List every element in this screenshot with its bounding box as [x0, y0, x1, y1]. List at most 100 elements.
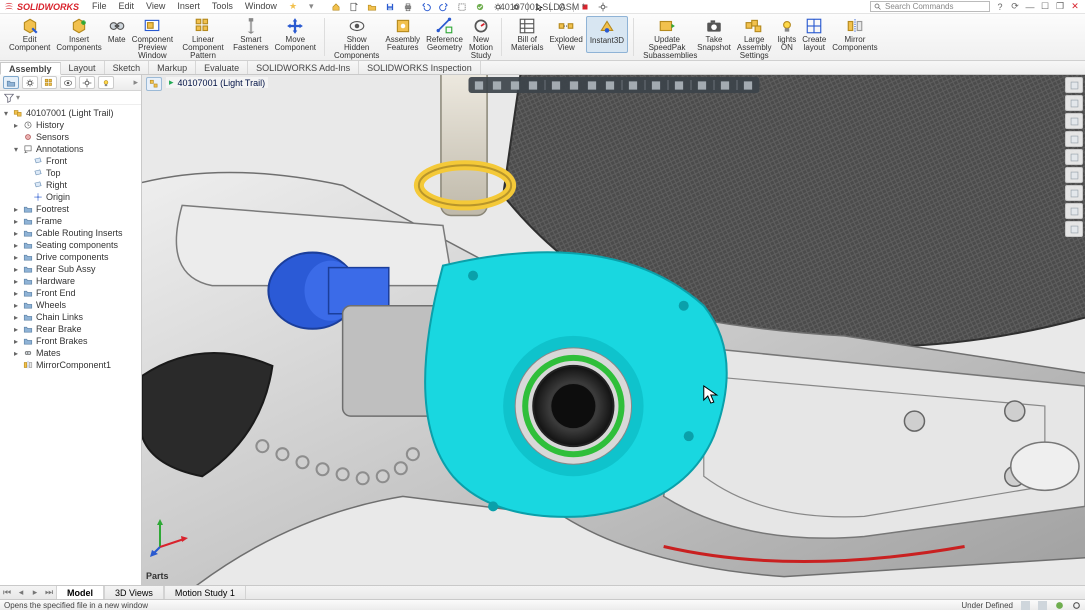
cmdtab-sketch[interactable]: Sketch: [105, 61, 150, 74]
taskpane-scene[interactable]: [1065, 149, 1083, 165]
twisty-icon[interactable]: [22, 169, 30, 178]
take-snapshot[interactable]: TakeSnapshot: [694, 16, 734, 61]
twisty-icon[interactable]: [22, 181, 30, 190]
window-max[interactable]: ☐: [1039, 2, 1051, 12]
tree-node[interactable]: ▸Mates: [2, 347, 141, 359]
lights-on[interactable]: lightsON: [775, 16, 800, 61]
hud-prev[interactable]: [508, 79, 522, 91]
hud-shadeedge[interactable]: [603, 79, 617, 91]
status-unit-icon[interactable]: [1038, 601, 1047, 610]
viewtab-3d-views[interactable]: 3D Views: [104, 586, 164, 599]
update-speedpak[interactable]: UpdateSpeedPakSubassemblies: [640, 16, 694, 61]
qat-print[interactable]: [401, 1, 415, 13]
hud-hlr[interactable]: [567, 79, 581, 91]
menu-file[interactable]: File: [87, 1, 112, 12]
mate[interactable]: Mate: [105, 16, 129, 61]
twisty-icon[interactable]: ▸: [12, 253, 20, 262]
taskpane-appearance[interactable]: [1065, 113, 1083, 129]
instant3d[interactable]: Instant3D: [586, 16, 628, 53]
status-rebuild-icon[interactable]: [1055, 601, 1064, 610]
large-assembly-settings[interactable]: LargeAssemblySettings: [734, 16, 775, 61]
tree-node[interactable]: ▸Footrest: [2, 203, 141, 215]
taskpane-display[interactable]: [1065, 131, 1083, 147]
cmdtab-assembly[interactable]: Assembly: [0, 62, 61, 75]
tree-root[interactable]: ▾ 40107001 (Light Trail): [2, 107, 141, 119]
hud-view[interactable]: [672, 79, 686, 91]
status-gear-icon[interactable]: [1072, 601, 1081, 610]
tree-node[interactable]: Sensors: [2, 131, 141, 143]
twisty-icon[interactable]: ▸: [12, 301, 20, 310]
fm-tab-config[interactable]: [41, 76, 57, 89]
tree-node[interactable]: ▸Hardware: [2, 275, 141, 287]
twisty-icon[interactable]: ▸: [12, 289, 20, 298]
tree-node[interactable]: ▸Frame: [2, 215, 141, 227]
taskpane-decal[interactable]: [1065, 167, 1083, 183]
cmdtab-markup[interactable]: Markup: [149, 61, 196, 74]
twisty-icon[interactable]: ▾: [2, 109, 10, 118]
fm-tab-tree[interactable]: [3, 76, 19, 89]
tab-scroll-prev[interactable]: ◂: [14, 586, 28, 599]
bill-of-materials[interactable]: Bill ofMaterials: [508, 16, 546, 53]
qat-rebuild[interactable]: [473, 1, 487, 13]
tree-node[interactable]: ▸Rear Brake: [2, 323, 141, 335]
tab-scroll-last[interactable]: ⏭: [42, 586, 56, 599]
hud-decal[interactable]: [695, 79, 709, 91]
fm-tab-render[interactable]: [98, 76, 114, 89]
twisty-icon[interactable]: [12, 361, 20, 370]
hud-persp[interactable]: [626, 79, 640, 91]
qat-redo[interactable]: [437, 1, 451, 13]
show-hidden-components[interactable]: ShowHiddenComponents: [331, 16, 382, 61]
viewtab-motion-study-1[interactable]: Motion Study 1: [164, 586, 246, 599]
new-motion-study[interactable]: NewMotionStudy: [466, 16, 496, 61]
tree-node[interactable]: ▸History: [2, 119, 141, 131]
cmdtab-layout[interactable]: Layout: [61, 61, 105, 74]
tree-node[interactable]: ▸Chain Links: [2, 311, 141, 323]
twisty-icon[interactable]: ▸: [12, 349, 20, 358]
hud-wire[interactable]: [549, 79, 563, 91]
tree-node[interactable]: Top: [2, 167, 141, 179]
qat-new[interactable]: [347, 1, 361, 13]
flyout-tree-toggle[interactable]: [146, 77, 162, 91]
cmdtab-evaluate[interactable]: Evaluate: [196, 61, 248, 74]
qat-gear[interactable]: [596, 1, 610, 13]
menu-view[interactable]: View: [141, 1, 170, 12]
twisty-icon[interactable]: ▸: [12, 337, 20, 346]
tree-node[interactable]: ▸Rear Sub Assy: [2, 263, 141, 275]
taskpane-camera[interactable]: [1065, 185, 1083, 201]
hud-sec[interactable]: [526, 79, 540, 91]
cmdtab-solidworks-add-ins[interactable]: SOLIDWORKS Add-Ins: [248, 61, 359, 74]
tree-node[interactable]: Front: [2, 155, 141, 167]
menu-insert[interactable]: Insert: [172, 1, 205, 12]
tree-node[interactable]: ▸Front End: [2, 287, 141, 299]
search-commands-input[interactable]: Search Commands: [870, 1, 990, 12]
twisty-icon[interactable]: ▸: [12, 217, 20, 226]
qat-save[interactable]: [383, 1, 397, 13]
insert-components[interactable]: InsertComponents: [53, 16, 104, 61]
hud-hide[interactable]: [741, 79, 755, 91]
fm-overflow[interactable]: ▸: [133, 77, 138, 88]
hud-grid[interactable]: [718, 79, 732, 91]
hud-zoomwin[interactable]: [490, 79, 504, 91]
component-preview-window[interactable]: ComponentPreviewWindow: [129, 16, 176, 61]
twisty-icon[interactable]: [22, 157, 30, 166]
orientation-triad[interactable]: [150, 517, 190, 557]
twisty-icon[interactable]: ▸: [12, 121, 20, 130]
window-min[interactable]: —: [1024, 2, 1036, 12]
window-close[interactable]: ✕: [1069, 2, 1081, 12]
twisty-icon[interactable]: ▸: [12, 241, 20, 250]
hud-scene[interactable]: [649, 79, 663, 91]
breadcrumb[interactable]: ▸ 40107001 (Light Trail): [166, 77, 268, 88]
tab-scroll-first[interactable]: ⏮: [0, 586, 14, 599]
twisty-icon[interactable]: ▸: [12, 229, 20, 238]
tree-node[interactable]: ▸Front Brakes: [2, 335, 141, 347]
tree-node[interactable]: MirrorComponent1: [2, 359, 141, 371]
window-updates[interactable]: ⟳: [1009, 2, 1021, 12]
taskpane-measure[interactable]: [1065, 203, 1083, 219]
feature-manager-filter[interactable]: ▾: [0, 91, 141, 105]
taskpane-section[interactable]: [1065, 221, 1083, 237]
tree-node[interactable]: ▾Annotations: [2, 143, 141, 155]
tree-node[interactable]: ▸Drive components: [2, 251, 141, 263]
hud-zoomfit[interactable]: [472, 79, 486, 91]
twisty-icon[interactable]: [12, 133, 20, 142]
smart-fasteners[interactable]: SmartFasteners: [230, 16, 272, 61]
